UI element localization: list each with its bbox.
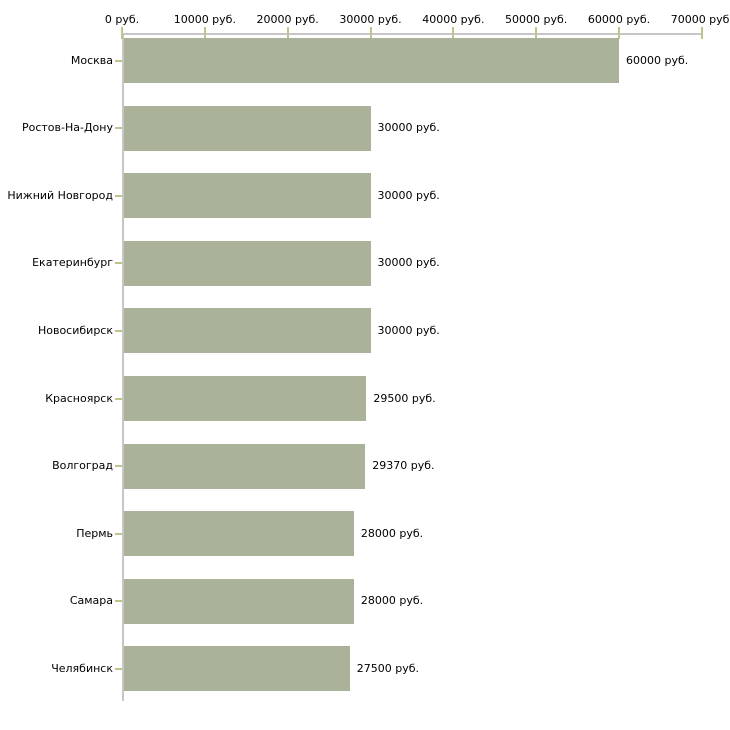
x-axis-tick-label: 30000 руб. bbox=[339, 13, 402, 26]
category-label: Новосибирск bbox=[37, 323, 113, 337]
y-axis-tick bbox=[115, 532, 122, 535]
x-axis-tick-label: 70000 руб. bbox=[670, 13, 730, 26]
value-label: 30000 руб. bbox=[377, 121, 440, 135]
bar bbox=[124, 240, 371, 286]
value-label: 30000 руб. bbox=[377, 323, 440, 337]
x-axis-tick bbox=[535, 27, 538, 39]
bar bbox=[124, 105, 371, 151]
y-axis-tick bbox=[115, 397, 122, 400]
y-axis-tick bbox=[115, 262, 122, 265]
bar bbox=[124, 173, 371, 219]
category-label: Москва bbox=[70, 53, 113, 67]
x-axis-line bbox=[122, 33, 703, 35]
x-axis-tick bbox=[369, 27, 372, 39]
y-axis-tick bbox=[115, 127, 122, 130]
value-label: 28000 руб. bbox=[360, 594, 424, 608]
bar bbox=[124, 646, 350, 692]
x-axis-tick-label: 0 руб. bbox=[104, 13, 140, 26]
y-axis-line bbox=[122, 33, 124, 701]
bar bbox=[124, 578, 354, 624]
value-label: 30000 руб. bbox=[377, 256, 440, 270]
x-axis-tick bbox=[452, 27, 455, 39]
x-axis-tick bbox=[286, 27, 289, 39]
category-label: Челябинск bbox=[51, 661, 113, 675]
value-label: 27500 руб. bbox=[356, 661, 420, 675]
x-axis-tick-label: 50000 руб. bbox=[505, 13, 568, 26]
x-axis-tick-label: 10000 руб. bbox=[173, 13, 236, 26]
y-axis-tick bbox=[115, 667, 122, 670]
y-axis-tick bbox=[115, 59, 122, 62]
bar bbox=[124, 511, 354, 557]
category-label: Екатеринбург bbox=[32, 256, 113, 270]
value-label: 29500 руб. bbox=[373, 391, 436, 405]
x-axis-tick-label: 40000 руб. bbox=[422, 13, 485, 26]
bar bbox=[124, 308, 371, 354]
bar bbox=[124, 376, 367, 421]
value-label: 28000 руб. bbox=[360, 526, 424, 540]
category-label: Самара bbox=[69, 594, 113, 608]
bar bbox=[124, 38, 619, 83]
x-axis-tick-label: 20000 руб. bbox=[256, 13, 319, 26]
value-label: 60000 руб. bbox=[626, 53, 689, 67]
category-label: Ростов-На-Дону bbox=[21, 121, 113, 135]
category-label: Волгоград bbox=[52, 459, 113, 473]
x-axis-tick-label: 60000 руб. bbox=[587, 13, 651, 26]
x-axis-tick bbox=[121, 27, 123, 39]
x-axis-tick bbox=[700, 27, 703, 39]
value-label: 30000 руб. bbox=[377, 188, 440, 202]
bar bbox=[124, 443, 366, 489]
value-label: 29370 руб. bbox=[372, 459, 435, 473]
x-axis-tick bbox=[618, 27, 620, 39]
category-label: Пермь bbox=[76, 526, 113, 540]
y-axis-tick bbox=[115, 329, 122, 332]
y-axis-tick bbox=[115, 465, 122, 468]
category-label: Красноярск bbox=[45, 391, 113, 405]
x-axis-tick bbox=[203, 27, 206, 39]
y-axis-tick bbox=[115, 194, 122, 197]
category-label: Нижний Новгород bbox=[7, 188, 113, 202]
y-axis-tick bbox=[115, 600, 122, 603]
